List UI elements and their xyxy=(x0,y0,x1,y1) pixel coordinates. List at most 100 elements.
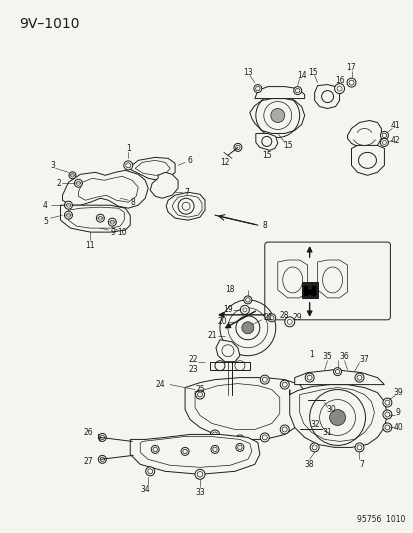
Circle shape xyxy=(195,390,204,399)
Circle shape xyxy=(294,393,304,402)
Text: 14: 14 xyxy=(296,71,306,80)
Circle shape xyxy=(240,305,249,314)
Text: 37: 37 xyxy=(359,355,368,364)
Circle shape xyxy=(64,201,72,209)
Text: 34: 34 xyxy=(140,484,150,494)
Circle shape xyxy=(293,86,301,94)
Circle shape xyxy=(180,447,189,455)
Text: 2: 2 xyxy=(56,179,61,188)
Text: 10: 10 xyxy=(117,228,127,237)
Text: 26: 26 xyxy=(83,428,93,437)
Circle shape xyxy=(346,78,355,87)
FancyBboxPatch shape xyxy=(264,242,389,320)
Text: 39: 39 xyxy=(392,388,402,397)
Polygon shape xyxy=(78,176,138,202)
Text: 38: 38 xyxy=(304,460,314,469)
Circle shape xyxy=(382,410,391,419)
Circle shape xyxy=(145,467,154,476)
Circle shape xyxy=(309,443,318,452)
Text: 15: 15 xyxy=(282,141,292,150)
Polygon shape xyxy=(311,286,315,296)
Circle shape xyxy=(260,433,268,442)
Text: 11: 11 xyxy=(85,240,95,249)
Circle shape xyxy=(267,314,275,322)
Polygon shape xyxy=(289,385,387,447)
Circle shape xyxy=(253,85,261,93)
Text: 40: 40 xyxy=(392,423,402,432)
Circle shape xyxy=(151,446,159,454)
Text: 20: 20 xyxy=(216,317,226,326)
Polygon shape xyxy=(351,146,384,175)
Text: 36: 36 xyxy=(339,352,349,361)
Text: 8: 8 xyxy=(262,221,266,230)
Circle shape xyxy=(380,139,387,147)
Circle shape xyxy=(96,214,104,222)
Circle shape xyxy=(64,211,72,219)
Circle shape xyxy=(284,317,294,327)
Polygon shape xyxy=(62,171,148,208)
Polygon shape xyxy=(209,362,249,370)
Text: 17: 17 xyxy=(346,63,356,72)
Circle shape xyxy=(354,373,363,382)
Text: 24: 24 xyxy=(155,380,164,389)
Circle shape xyxy=(233,143,241,151)
Circle shape xyxy=(123,161,133,170)
Polygon shape xyxy=(130,434,259,474)
Text: 16: 16 xyxy=(334,76,344,85)
Text: 35: 35 xyxy=(322,352,332,361)
Text: 6: 6 xyxy=(187,156,192,165)
Polygon shape xyxy=(216,340,239,362)
Circle shape xyxy=(329,409,345,425)
Polygon shape xyxy=(294,370,384,385)
Circle shape xyxy=(270,109,284,123)
Circle shape xyxy=(382,423,391,432)
Text: 15: 15 xyxy=(307,68,317,77)
Text: 31: 31 xyxy=(322,428,332,437)
Circle shape xyxy=(333,368,341,376)
Text: 3: 3 xyxy=(50,161,55,170)
Text: 42: 42 xyxy=(389,136,399,145)
Text: 95756  1010: 95756 1010 xyxy=(356,515,404,524)
Text: 7: 7 xyxy=(184,188,189,197)
Circle shape xyxy=(380,132,387,140)
Text: 7: 7 xyxy=(358,460,363,469)
Text: 22: 22 xyxy=(188,355,197,364)
Polygon shape xyxy=(150,172,178,198)
Circle shape xyxy=(280,425,289,434)
Circle shape xyxy=(319,395,328,404)
Text: 30: 30 xyxy=(326,405,336,414)
Polygon shape xyxy=(347,120,380,148)
Circle shape xyxy=(210,430,219,439)
Text: 9: 9 xyxy=(111,228,116,237)
Circle shape xyxy=(316,425,325,434)
Circle shape xyxy=(98,433,106,441)
Text: 9V–1010: 9V–1010 xyxy=(19,17,79,31)
Circle shape xyxy=(235,443,243,451)
Circle shape xyxy=(280,380,289,389)
Circle shape xyxy=(294,410,304,419)
Text: 25: 25 xyxy=(195,385,204,394)
Text: 5: 5 xyxy=(43,216,48,225)
Text: 33: 33 xyxy=(195,488,204,497)
Circle shape xyxy=(243,296,251,304)
Text: 1: 1 xyxy=(309,350,313,359)
Polygon shape xyxy=(185,377,307,439)
Polygon shape xyxy=(301,282,317,298)
Polygon shape xyxy=(307,290,311,295)
Circle shape xyxy=(235,435,244,444)
Text: 13: 13 xyxy=(242,68,252,77)
Circle shape xyxy=(98,455,106,463)
Polygon shape xyxy=(166,192,204,220)
Polygon shape xyxy=(255,133,277,150)
Circle shape xyxy=(354,443,363,452)
Circle shape xyxy=(304,373,313,382)
Circle shape xyxy=(260,375,268,384)
Circle shape xyxy=(195,470,204,479)
Circle shape xyxy=(74,179,82,187)
Text: 19: 19 xyxy=(223,305,232,314)
Text: 32: 32 xyxy=(310,420,320,429)
Polygon shape xyxy=(303,286,307,296)
Polygon shape xyxy=(249,99,304,133)
Text: 15: 15 xyxy=(261,151,271,160)
Text: 18: 18 xyxy=(225,285,234,294)
